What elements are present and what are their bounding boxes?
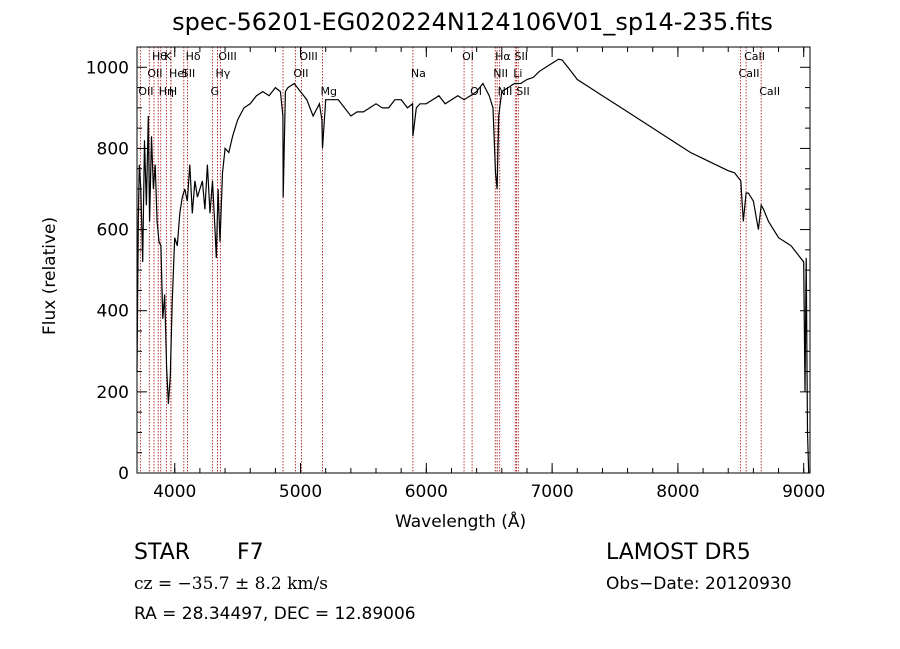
- y-tick-label-0: 0: [118, 464, 129, 484]
- line-markers: [139, 47, 762, 473]
- line-marker-label-8: SII: [182, 67, 195, 80]
- y-tick-label-1: 200: [97, 383, 129, 403]
- x-tick-label-3: 7000: [530, 482, 573, 502]
- line-marker-label-21: Hα: [495, 50, 511, 63]
- line-marker-label-20: NII: [493, 67, 508, 80]
- y-tick-label-2: 400: [97, 302, 129, 322]
- obs-date: Obs−Date: 20120930: [606, 574, 792, 594]
- line-marker-label-16: Mg: [321, 85, 337, 98]
- line-marker-label-14: OII: [293, 67, 308, 80]
- chart-title: spec-56201-EG020224N124106V01_sp14-235.f…: [172, 8, 773, 36]
- object-class: STAR: [134, 540, 191, 565]
- x-tick-label-1: 5000: [279, 482, 322, 502]
- line-marker-label-7: HeI: [169, 67, 187, 80]
- x-tick-label-5: 9000: [782, 482, 825, 502]
- x-tick-label-0: 4000: [153, 482, 196, 502]
- line-marker-label-0: OII: [138, 85, 153, 98]
- line-marker-label-27: CaII: [744, 50, 765, 63]
- plot-frame: [136, 46, 811, 474]
- y-tick-label-5: 1000: [86, 58, 129, 78]
- line-marker-label-11: Hγ: [216, 67, 231, 80]
- line-marker-label-10: G: [210, 85, 219, 98]
- survey-name: LAMOST DR5: [606, 540, 751, 565]
- line-marker-label-1: OII: [147, 67, 162, 80]
- x-axis-label: Wavelength (Å): [395, 512, 527, 532]
- spectrum-line: [136, 58, 810, 474]
- y-tick-label-3: 600: [97, 221, 129, 241]
- axes: [136, 46, 811, 474]
- line-marker-label-12: OIII: [218, 50, 236, 63]
- line-marker-label-25: SII: [516, 85, 529, 98]
- line-marker-label-24: SII: [515, 50, 528, 63]
- marker-labels: OIIOIIHθHηKHHeISIIHδGHγOIIIOIIOIIIMgNaOI…: [138, 50, 780, 98]
- x-tick-label-4: 8000: [656, 482, 699, 502]
- line-marker-label-18: OI: [462, 50, 474, 63]
- x-tick-label-2: 6000: [405, 482, 448, 502]
- y-axis-label: Flux (relative): [40, 216, 60, 335]
- line-marker-label-2: Hθ: [152, 50, 167, 63]
- line-marker-label-5: K: [164, 50, 172, 63]
- ticks: 4000 5000 6000 7000 8000 9000 0 200 400 600 800 100…: [86, 47, 825, 502]
- line-marker-label-26: CaII: [739, 67, 760, 80]
- line-marker-label-22: NII: [498, 85, 513, 98]
- line-marker-label-23: Li: [513, 67, 522, 80]
- line-marker-label-28: CaII: [759, 85, 780, 98]
- y-tick-label-4: 800: [97, 139, 129, 159]
- line-marker-label-9: Hδ: [186, 50, 201, 63]
- line-marker-label-4: Hη: [159, 85, 174, 98]
- line-marker-label-6: H: [169, 85, 177, 98]
- cz-value: cz = −35.7 ± 8.2 km/s: [134, 574, 328, 594]
- coordinates: RA = 28.34497, DEC = 12.89006: [134, 604, 416, 624]
- line-marker-label-19: OI: [470, 85, 482, 98]
- line-marker-label-15: OIII: [299, 50, 317, 63]
- line-marker-label-17: Na: [411, 67, 426, 80]
- subclass: F7: [237, 540, 264, 565]
